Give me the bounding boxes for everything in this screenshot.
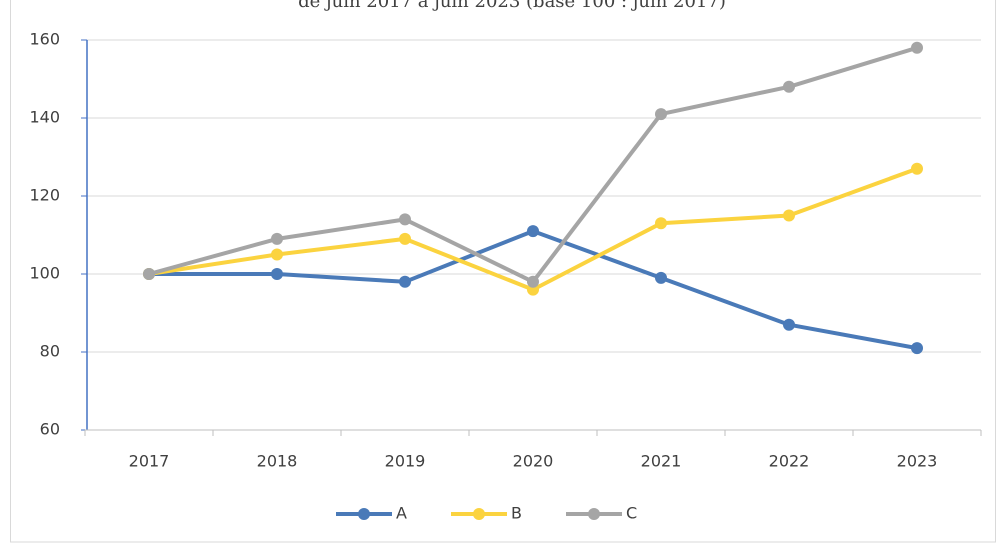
data-point: [143, 268, 155, 280]
data-point: [527, 275, 539, 288]
data-point: [655, 108, 667, 121]
x-tick-label: 2021: [641, 452, 682, 471]
legend-label: A: [396, 504, 407, 523]
data-point: [911, 162, 923, 175]
data-point: [271, 232, 283, 245]
legend-marker: [473, 508, 485, 520]
y-tick-label: 140: [29, 108, 60, 127]
legend-label: B: [511, 504, 522, 523]
data-point: [783, 209, 795, 222]
data-point: [783, 318, 795, 331]
x-tick-label: 2023: [897, 452, 938, 471]
x-tick-label: 2022: [769, 452, 810, 471]
data-point: [783, 80, 795, 93]
data-point: [527, 225, 539, 238]
x-tick-label: 2020: [513, 452, 554, 471]
y-tick-label: 120: [29, 186, 60, 205]
series-line: [148, 45, 918, 284]
chart-border: [10, 0, 996, 543]
data-point: [399, 275, 411, 288]
legend-label: C: [626, 504, 637, 523]
legend-marker: [588, 508, 600, 520]
data-point: [655, 271, 667, 284]
data-point: [655, 217, 667, 230]
x-tick-label: 2017: [129, 452, 170, 471]
data-point: [271, 248, 283, 261]
data-point: [271, 268, 283, 280]
x-tick-label: 2018: [257, 452, 298, 471]
x-tick-label: 2019: [385, 452, 426, 471]
y-tick-label: 160: [29, 30, 60, 49]
data-point: [399, 213, 411, 226]
legend-marker: [358, 508, 370, 520]
data-point: [911, 41, 923, 54]
data-point: [399, 232, 411, 245]
chart-title: de juin 2017 à juin 2023 (base 100 : jui…: [298, 0, 726, 12]
data-point: [911, 342, 923, 355]
y-tick-label: 100: [29, 264, 60, 283]
y-tick-label: 60: [40, 420, 60, 439]
y-tick-label: 80: [40, 342, 60, 361]
